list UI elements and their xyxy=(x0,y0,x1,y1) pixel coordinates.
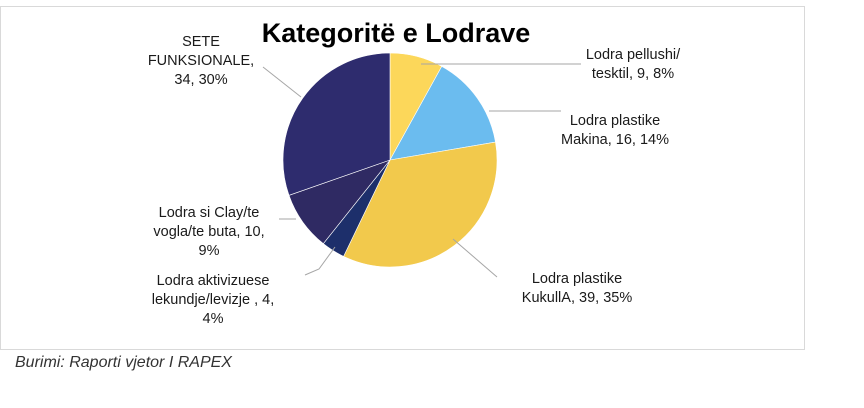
slice-label-line: 34, 30% xyxy=(174,72,227,88)
slice-label-1: Lodra pellushi/tesktil, 9, 8% xyxy=(586,47,681,82)
slice-label-line: Lodra aktivizuese xyxy=(157,273,270,289)
slice-label-6: SETE FUNKSIONALE, 34, 30% xyxy=(148,34,254,88)
slice-label-line: lekundje/levizje , 4, xyxy=(152,292,275,308)
leader-line-3 xyxy=(452,238,498,278)
slice-label-line: Lodra plastike xyxy=(532,271,622,287)
slice-label-2: Lodra plastike Makina, 16, 14% xyxy=(561,113,669,148)
pie-slice-3 xyxy=(343,141,498,268)
leader-line-6 xyxy=(262,66,302,98)
pie-slice-6 xyxy=(282,52,391,196)
source-note: Burimi: Raporti vjetor I RAPEX xyxy=(15,354,232,371)
slice-label-line: 9% xyxy=(199,243,220,259)
leader-line-4 xyxy=(304,246,336,276)
pie-chart: Lodra pellushi/tesktil, 9, 8% Lodra plast… xyxy=(148,18,681,327)
slice-label-line: Makina, 16, 14% xyxy=(561,132,669,148)
chart-title: Kategoritë e Lodrave xyxy=(262,18,531,48)
chart-frame: Lodra pellushi/tesktil, 9, 8% Lodra plast… xyxy=(0,6,805,350)
slice-label-line: vogla/te buta, 10, xyxy=(153,224,264,240)
slice-label-line: Lodra plastike xyxy=(570,113,660,129)
slice-label-5: Lodra si Clay/te vogla/te buta, 10, 9% xyxy=(153,205,264,259)
slice-label-line: KukullA, 39, 35% xyxy=(522,290,633,306)
slice-label-line: tesktil, 9, 8% xyxy=(592,66,674,82)
slice-label-line: SETE xyxy=(182,34,220,50)
slice-label-line: Lodra pellushi/ xyxy=(586,47,681,63)
slice-label-3: Lodra plastike KukullA, 39, 35% xyxy=(522,271,633,306)
slice-label-4: Lodra aktivizuese lekundje/levizje , 4, 4% xyxy=(152,273,275,327)
pie-slice-2 xyxy=(389,65,496,161)
slice-label-line: 4% xyxy=(203,311,224,327)
slice-label-line: FUNKSIONALE, xyxy=(148,53,254,69)
slice-label-line: Lodra si Clay/te xyxy=(159,205,260,221)
